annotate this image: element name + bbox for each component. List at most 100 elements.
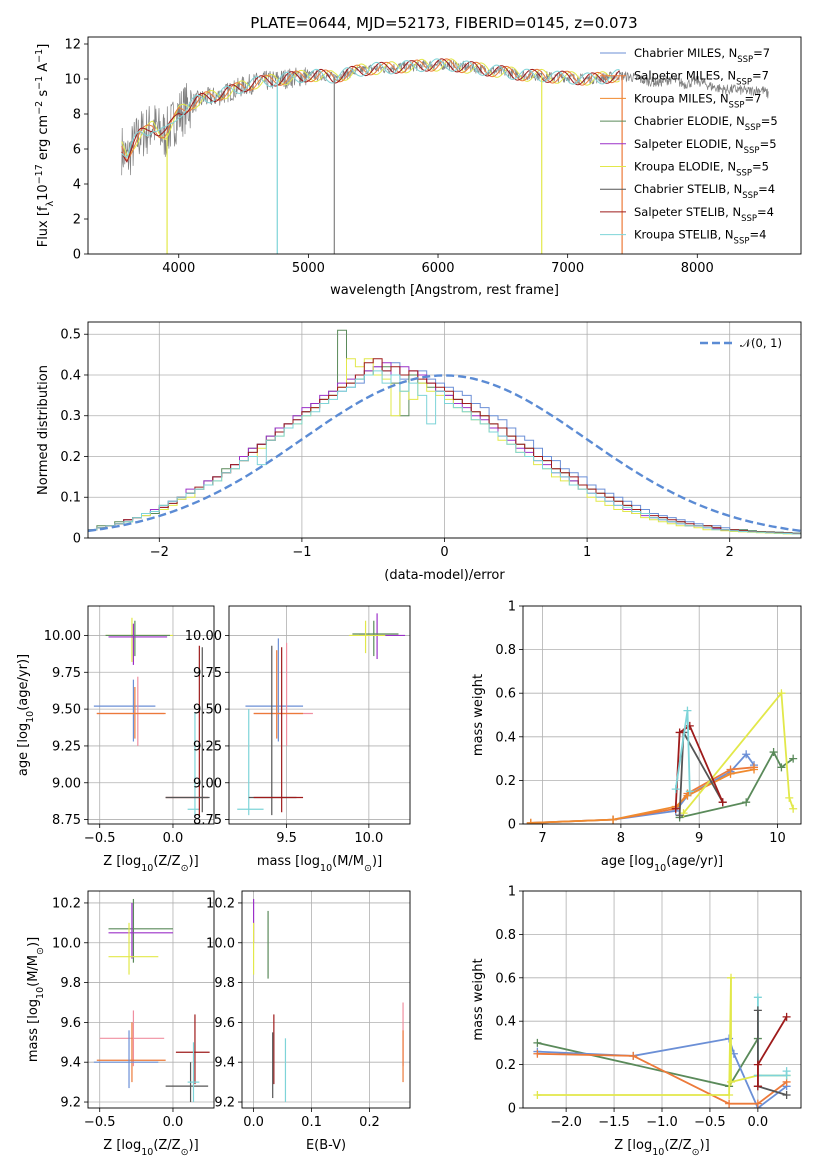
y-tick-label: 0.1 [60,491,81,506]
y-tick-label: 12 [64,38,81,53]
weight-marker [629,1051,638,1060]
legend-label: Salpeter STELIB, NSSP=4 [634,205,774,224]
y-tick-label: 9.2 [214,1096,235,1111]
weight-marker [725,1099,734,1108]
weight-marker [753,1082,762,1091]
x-tick-label: 0 [440,545,448,560]
weight-series [682,690,795,814]
weight-marker [671,804,680,813]
label-part: ⊙ [692,1147,700,1158]
x-tick-label: 1 [583,545,591,560]
label-part: −2 [34,101,45,115]
axes-frame [87,890,215,1109]
y-axis-label: mass weight [471,674,486,756]
legend-label-part: =5 [752,160,769,174]
y-tick-label: 9.25 [193,739,222,754]
legend-label-part: Kroupa STELIB, N [634,228,734,242]
error-bars [93,898,210,1103]
legend-label-part: Kroupa ELODIE, N [634,160,736,174]
y-tick-label: 0.4 [495,730,516,745]
label-part: (M/M [332,854,364,869]
label-part: 10 [141,863,153,874]
mass-weight-Z-panel: −2.0 −1.5 −1.0 −0.5 0.0 0 0.2 0.4 0.6 0.8 1 Z [log1… [471,885,802,1158]
x-axis-label: (data-model)/error [384,568,505,583]
model-spectrum [121,58,620,159]
legend-label-part: SSP [736,169,752,179]
x-axis-label: wavelength [Angstrom, rest frame] [330,283,559,298]
x-tick-label: 10 [769,831,786,846]
x-tick-label: 6000 [421,261,454,276]
x-axis-label: Z [log10(Z/Z⊙)] [103,1138,198,1158]
x-tick-label: 4000 [162,261,195,276]
label-part: (Z/Z [153,854,180,869]
y-tick-label: 0.8 [495,928,516,943]
y-tick-label: 9.50 [193,703,222,718]
y-tick-label: 9.00 [193,776,222,791]
legend-label: Salpeter ELODIE, NSSP=5 [634,137,777,156]
weight-marker [785,793,794,802]
axes-frame [241,890,411,1109]
label-part: 10 [652,1147,664,1158]
y-tick-label: 10.0 [206,936,235,951]
x-tick-label: −1.0 [646,1115,678,1130]
label-part: (age/yr)] [16,654,31,711]
weight-marker [683,791,692,800]
y-tick-label: 1 [508,885,516,900]
error-bars [237,613,406,816]
error-bars [252,898,404,1103]
y-tick-label: 10.00 [185,629,222,644]
weight-marker [685,787,694,796]
label-part: (Z/Z [664,1138,691,1153]
label-part: λ [45,200,56,206]
weight-marker [726,769,735,778]
weight-marker [782,1012,791,1021]
y-tick-label: 0 [508,1102,516,1117]
label-part: Z [log [614,1138,652,1153]
y-tick-label: 9.2 [60,1096,81,1111]
y-tick-label: 8.75 [52,813,81,828]
y-tick-label: 8 [73,108,81,123]
weight-marker [777,689,786,698]
axes-frame [87,36,802,255]
x-tick-label: −1.5 [598,1115,630,1130]
weight-marker [777,763,786,772]
legend-label: Kroupa MILES, NSSP=7 [634,91,761,110]
label-part: s [36,90,51,101]
weight-marker [789,754,798,763]
y-tick-label: 9.50 [52,703,81,718]
x-tick-label: −0.5 [84,1115,116,1130]
legend-label-part: SSP [745,123,761,133]
y-tick-label: 9.8 [60,976,81,991]
x-tick-label: 7 [538,831,546,846]
legend-label-part: =7 [752,69,769,83]
x-tick-label: 0.0 [243,1115,264,1130]
legend-label: Salpeter MILES, NSSP=7 [634,69,769,88]
label-part: 10 [25,711,36,723]
x-axis-label: Z [log10(Z/Z⊙)] [103,854,198,874]
weight-lines [533,973,791,1108]
label-part: ⊙ [35,947,46,955]
weight-marker [753,1099,762,1108]
legend-label-part: SSP [744,146,760,156]
label-part: )] [700,1138,710,1153]
label-part: ⊙ [364,863,372,874]
x-tick-label: 0.0 [163,1115,184,1130]
y-tick-label: 0.5 [60,328,81,343]
weight-marker [533,1090,542,1099]
weight-marker [750,765,759,774]
y-tick-label: 0.6 [495,687,516,702]
legend-label-part: =4 [758,182,775,196]
label-part: 10 [141,1147,153,1158]
x-tick-label: 0.2 [359,1115,380,1130]
weight-series [679,750,794,819]
x-axis-label: Z [log10(Z/Z⊙)] [614,1138,709,1158]
legend-label: 𝒩(0, 1) [740,336,782,350]
legend-label-part: SSP [734,237,750,247]
weight-marker [789,804,798,813]
weight-marker [727,973,736,982]
axes-frame [87,605,215,825]
legend-label-part: SSP [729,100,745,110]
y-axis-label: mass [log10(M/M⊙)] [26,937,46,1062]
legend-label-part: Salpeter MILES, N [634,69,736,83]
